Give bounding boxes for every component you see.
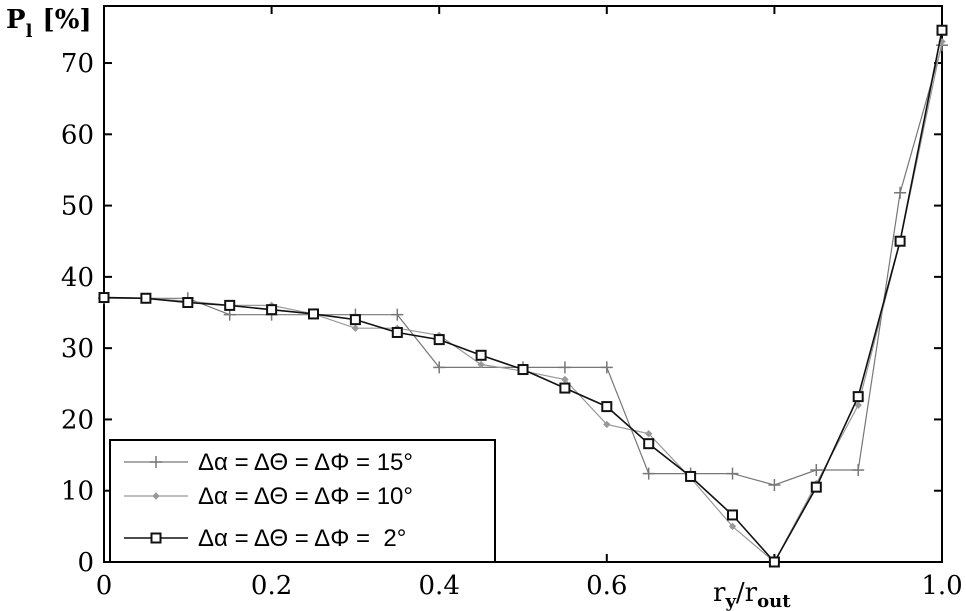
y-tick-label: 60 bbox=[61, 120, 94, 150]
legend-entry-2deg: Δα = ΔΘ = ΔΦ = 2° bbox=[124, 525, 406, 552]
data-point bbox=[728, 522, 737, 531]
x-axis-label-base1: r bbox=[713, 578, 726, 608]
x-axis-label-sub2: out bbox=[757, 591, 791, 611]
legend-box bbox=[109, 439, 496, 563]
x-axis-label-base2: r bbox=[745, 578, 758, 608]
x-tick-label: 0.6 bbox=[586, 571, 627, 601]
data-point bbox=[391, 308, 404, 321]
x-axis-label-slash: / bbox=[736, 578, 745, 608]
legend-sample-2deg bbox=[124, 532, 188, 544]
x-tick-label: 0.4 bbox=[419, 571, 460, 601]
data-point bbox=[433, 334, 445, 346]
data-point bbox=[644, 429, 653, 438]
y-axis-label: Pl [%] bbox=[6, 5, 92, 42]
data-point bbox=[561, 375, 569, 384]
legend: Δα = ΔΘ = ΔΦ = 15° Δα = ΔΘ = ΔΦ = 10° Δα… bbox=[109, 439, 496, 563]
data-point bbox=[643, 438, 655, 450]
legend-entry-15deg: Δα = ΔΘ = ΔΦ = 15° bbox=[124, 449, 413, 476]
data-point bbox=[182, 297, 194, 309]
y-tick-label: 30 bbox=[61, 334, 94, 364]
y-tick-label: 70 bbox=[61, 49, 94, 79]
y-axis-label-subscript: l bbox=[26, 21, 33, 42]
data-point bbox=[810, 464, 823, 477]
data-point bbox=[642, 467, 655, 480]
y-tick-label: 20 bbox=[61, 405, 94, 435]
data-point bbox=[391, 326, 403, 338]
data-point bbox=[140, 292, 152, 304]
data-point bbox=[854, 401, 862, 409]
data-point bbox=[852, 464, 865, 477]
legend-marker bbox=[150, 456, 162, 468]
data-point bbox=[894, 235, 906, 247]
data-point bbox=[894, 186, 907, 199]
x-axis-label-sub1: y bbox=[724, 591, 736, 611]
series-layer bbox=[98, 24, 948, 568]
data-point bbox=[477, 360, 485, 369]
y-axis-label-symbol: P bbox=[6, 5, 26, 35]
legend-marker bbox=[150, 532, 162, 544]
data-point bbox=[349, 314, 361, 326]
x-tick-label: 0.2 bbox=[251, 571, 292, 601]
legend-sample-15deg bbox=[124, 456, 188, 468]
y-axis-label-unit: [%] bbox=[42, 5, 91, 35]
legend-marker bbox=[152, 492, 160, 500]
data-point bbox=[768, 479, 781, 492]
plot-frame bbox=[103, 5, 943, 563]
data-point bbox=[726, 467, 739, 480]
y-tick-label: 10 bbox=[61, 477, 94, 507]
data-point bbox=[685, 470, 697, 482]
data-point bbox=[98, 292, 110, 304]
data-point bbox=[852, 391, 864, 403]
data-point bbox=[601, 401, 613, 413]
data-point bbox=[603, 420, 611, 429]
data-point bbox=[475, 349, 487, 361]
x-tick-label: 1.0 bbox=[921, 571, 962, 601]
data-point bbox=[559, 382, 571, 394]
legend-label-2deg: Δα = ΔΘ = ΔΦ = 2° bbox=[198, 525, 406, 552]
data-point bbox=[768, 556, 780, 568]
data-point bbox=[266, 304, 278, 316]
data-point bbox=[517, 364, 529, 376]
data-point bbox=[727, 509, 738, 521]
data-point bbox=[351, 324, 360, 332]
legend-label-15deg: Δα = ΔΘ = ΔΦ = 15° bbox=[198, 449, 413, 476]
data-point bbox=[308, 308, 319, 320]
series-0 bbox=[98, 39, 948, 492]
y-tick-label: 0 bbox=[77, 548, 94, 578]
data-point bbox=[810, 481, 822, 493]
data-point bbox=[224, 299, 236, 311]
y-tick-label: 50 bbox=[61, 192, 94, 222]
axis-tick-labels: 0 0.2 0.4 0.6 1.0 0 10 20 30 40 50 60 70 bbox=[61, 49, 963, 601]
data-point bbox=[600, 361, 613, 374]
y-tick-label: 40 bbox=[61, 263, 94, 293]
x-tick-label: 0 bbox=[96, 571, 113, 601]
legend-sample-10deg bbox=[124, 492, 188, 500]
series-line bbox=[104, 45, 943, 486]
series-2 bbox=[98, 24, 948, 568]
data-point bbox=[936, 24, 948, 36]
x-axis-label: ry/rout bbox=[713, 578, 791, 611]
data-point bbox=[558, 361, 571, 374]
legend-label-10deg: Δα = ΔΘ = ΔΦ = 10° bbox=[198, 483, 413, 510]
legend-entry-10deg: Δα = ΔΘ = ΔΦ = 10° bbox=[124, 483, 413, 510]
data-point bbox=[433, 361, 446, 374]
